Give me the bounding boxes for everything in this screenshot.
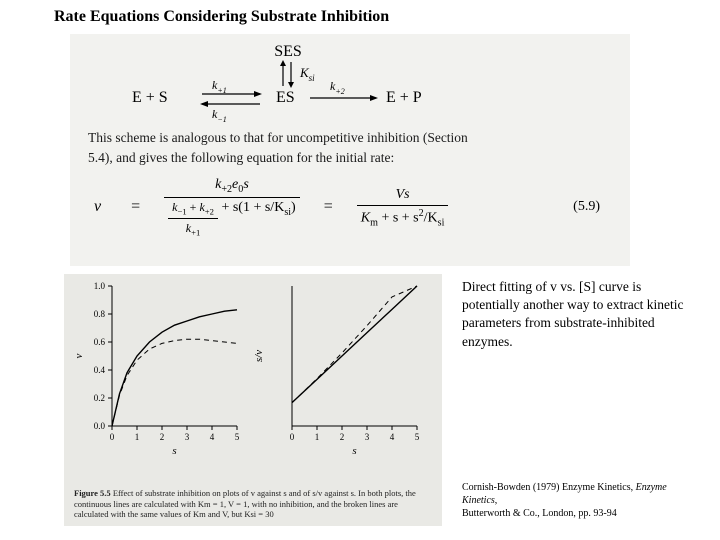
charts-svg: 0 1 2 3 4 5 0.0 0.2 0.4 0.6 0.8 1.0 s v 0 1 2 3 4 5 s s/v bbox=[64, 274, 442, 484]
svg-text:v: v bbox=[73, 353, 85, 358]
svg-text:0.8: 0.8 bbox=[94, 309, 106, 319]
svg-text:1.0: 1.0 bbox=[94, 281, 106, 291]
species-e-s: E + S bbox=[132, 89, 168, 106]
svg-text:3: 3 bbox=[185, 432, 190, 442]
figure-caption: Figure 5.5 Effect of substrate inhibitio… bbox=[74, 488, 432, 520]
svg-text:4: 4 bbox=[390, 432, 395, 442]
svg-text:0: 0 bbox=[290, 432, 295, 442]
reaction-scheme: SES Ksi E + S k+1 k−1 ES k+2 E + P bbox=[128, 42, 458, 122]
species-e-p: E + P bbox=[386, 89, 422, 106]
rate-km1: k−1 bbox=[212, 107, 227, 122]
svg-text:2: 2 bbox=[160, 432, 165, 442]
svg-text:5: 5 bbox=[415, 432, 420, 442]
svg-text:0: 0 bbox=[110, 432, 115, 442]
rate-equation: v = k+2e0s k−1 + k+2 k+1 + s(1 + s/Ksi) … bbox=[88, 177, 612, 238]
svg-text:2: 2 bbox=[340, 432, 345, 442]
species-ses: SES bbox=[274, 43, 302, 60]
svg-text:0.2: 0.2 bbox=[94, 393, 105, 403]
page-title: Rate Equations Considering Substrate Inh… bbox=[54, 8, 389, 26]
svg-text:1: 1 bbox=[315, 432, 320, 442]
svg-text:0.6: 0.6 bbox=[94, 337, 106, 347]
rate-kp1: k+1 bbox=[212, 78, 227, 95]
scheme-description: This scheme is analogous to that for unc… bbox=[88, 128, 612, 167]
svg-text:4: 4 bbox=[210, 432, 215, 442]
scheme-panel: SES Ksi E + S k+1 k−1 ES k+2 E + P bbox=[70, 34, 630, 266]
svg-text:3: 3 bbox=[365, 432, 370, 442]
charts-panel: 0 1 2 3 4 5 0.0 0.2 0.4 0.6 0.8 1.0 s v 0 1 2 3 4 5 s s/v Fig… bbox=[64, 274, 442, 526]
eq-rhs: Vs Km + s + s2/Ksi bbox=[357, 187, 449, 228]
svg-text:s/v: s/v bbox=[253, 350, 265, 362]
svg-text:0.4: 0.4 bbox=[94, 365, 106, 375]
direct-fitting-note: Direct fitting of v vs. [S] curve is pot… bbox=[462, 278, 686, 351]
rate-ksi: Ksi bbox=[299, 65, 315, 83]
eq-lhs: v bbox=[88, 198, 107, 216]
rate-kp2: k+2 bbox=[330, 79, 345, 96]
svg-text:0.0: 0.0 bbox=[94, 421, 106, 431]
svg-text:1: 1 bbox=[135, 432, 140, 442]
svg-text:s: s bbox=[172, 445, 176, 457]
species-es: ES bbox=[276, 89, 295, 106]
svg-text:s: s bbox=[352, 445, 356, 457]
eq-number: (5.9) bbox=[573, 199, 612, 215]
citation: Cornish-Bowden (1979) Enzyme Kinetics, E… bbox=[462, 481, 702, 520]
svg-text:5: 5 bbox=[235, 432, 240, 442]
eq-mid: k+2e0s k−1 + k+2 k+1 + s(1 + s/Ksi) bbox=[164, 177, 300, 238]
